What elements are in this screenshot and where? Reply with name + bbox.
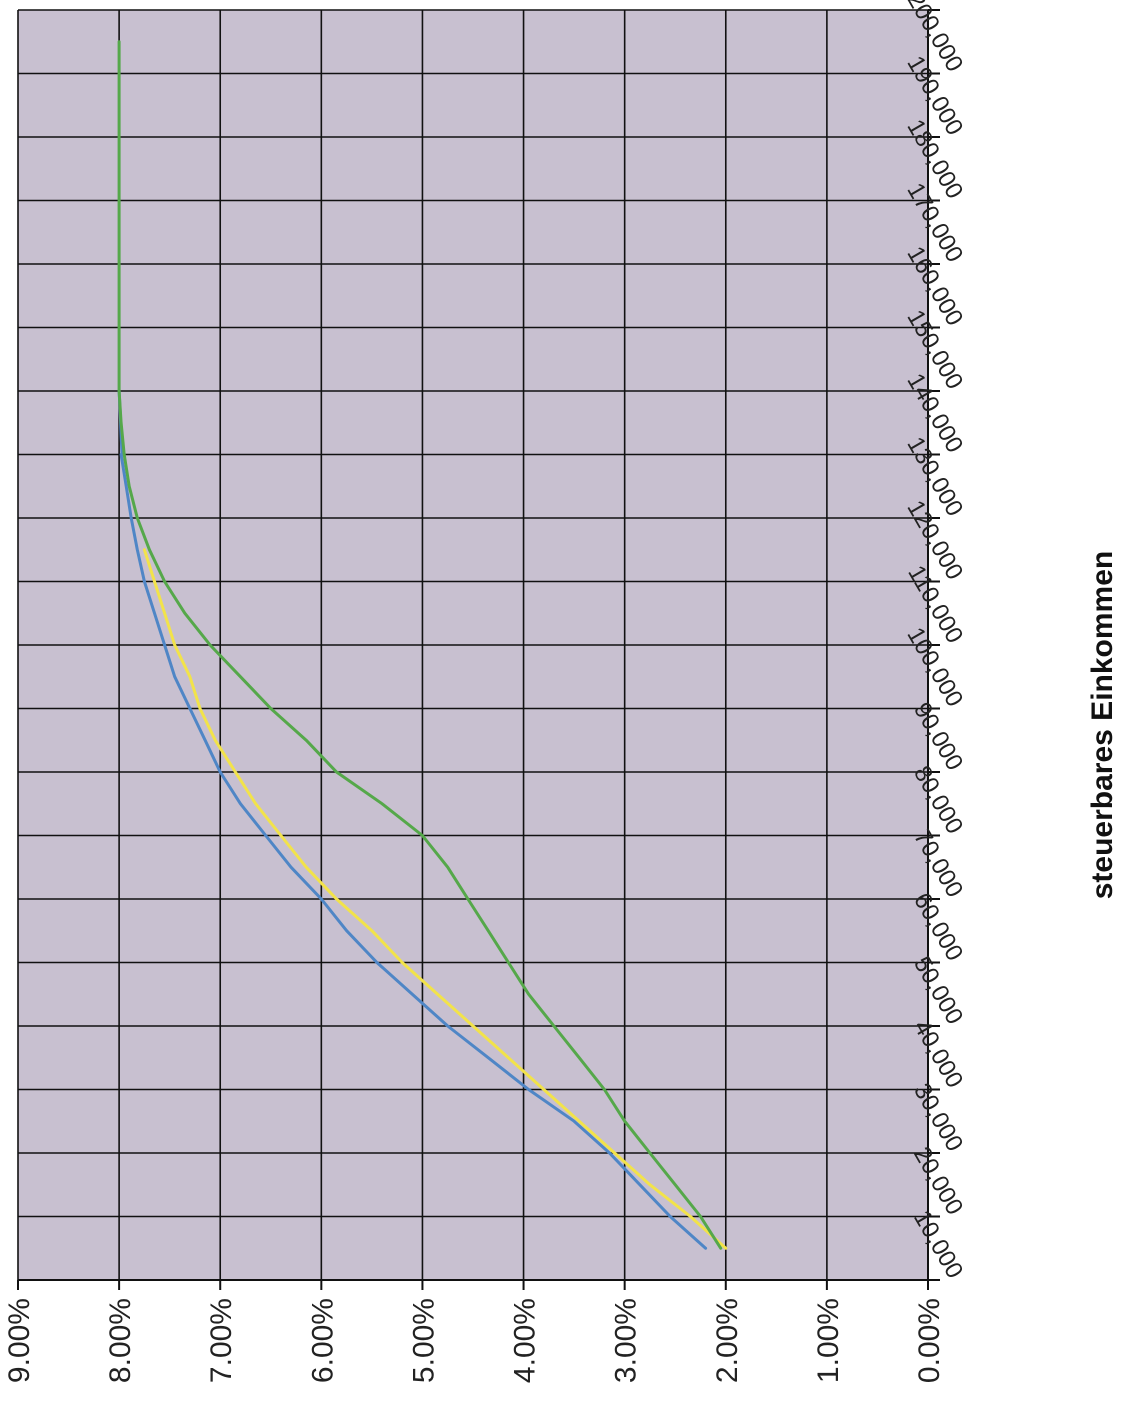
series-lines <box>117 40 728 1250</box>
y-tick-label: 2.00% <box>711 1298 744 1383</box>
y-tick-label: 4.00% <box>509 1298 542 1383</box>
y-tick-label: 0.00% <box>913 1298 946 1383</box>
y-tick-label: 3.00% <box>610 1298 643 1383</box>
y-tick-label: 5.00% <box>407 1298 440 1383</box>
x-axis-title: steuerbares Einkommen <box>1086 551 1119 899</box>
axes <box>17 9 940 1290</box>
y-tick-label: 9.00% <box>3 1298 36 1383</box>
series-line <box>119 453 708 1250</box>
y-tick-label: 7.00% <box>205 1298 238 1383</box>
series-line <box>142 548 728 1250</box>
y-tick-label: 1.00% <box>812 1298 845 1383</box>
y-tick-label: 8.00% <box>104 1298 137 1383</box>
series-line <box>117 40 723 1250</box>
y-tick-label: 6.00% <box>306 1298 339 1383</box>
grid-lines <box>17 9 929 1281</box>
